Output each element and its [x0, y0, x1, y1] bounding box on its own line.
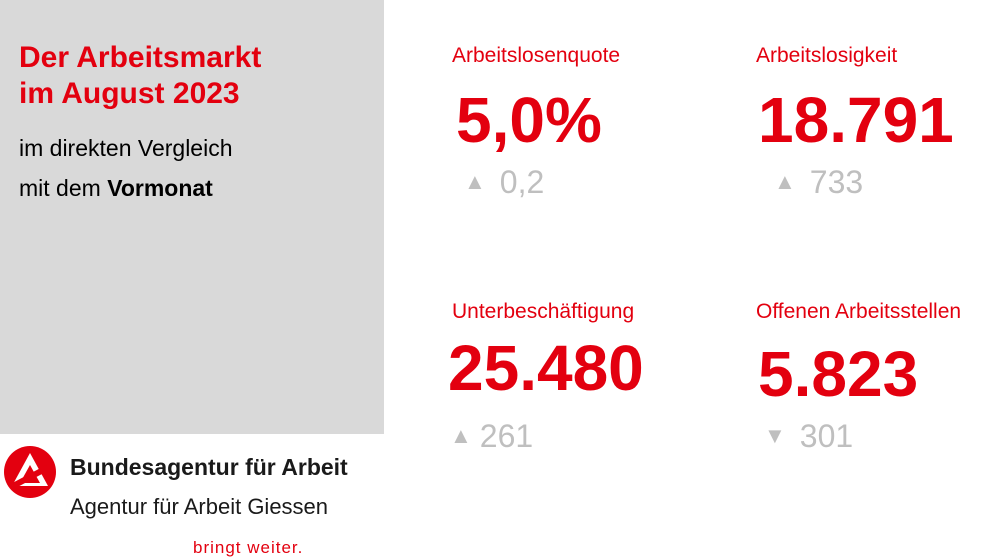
- arrow-down-icon: ▼: [764, 423, 786, 448]
- kpi-label: Arbeitslosenquote: [452, 44, 621, 67]
- kpi-value: 25.480: [448, 332, 644, 404]
- arrow-up-icon: ▲: [464, 169, 486, 194]
- kpi-change-value: 0,2: [499, 164, 545, 200]
- brand-slogan: bringt weiter.: [193, 538, 304, 557]
- subtitle-line-1: im direkten Vergleich: [19, 135, 233, 161]
- subtitle-prefix: mit dem: [19, 175, 108, 201]
- kpi-value: 18.791: [758, 84, 954, 156]
- kpi-label: Offenen Arbeitsstellen: [756, 300, 962, 323]
- kpi-value: 5,0%: [456, 84, 602, 156]
- subtitle-line-2: mit dem Vormonat: [19, 168, 369, 208]
- arrow-up-icon: ▲: [774, 169, 796, 194]
- title-line-2: im August 2023: [19, 77, 240, 110]
- kpi-change-value: 733: [809, 164, 864, 200]
- kpi-change-value: 261: [479, 418, 534, 454]
- kpi-change: ▲ 733: [774, 166, 863, 198]
- brand-block: Bundesagentur für Arbeit Agentur für Arb…: [0, 434, 384, 558]
- page-title: Der Arbeitsmarkt im August 2023: [19, 40, 369, 112]
- bundesagentur-logo-icon: [4, 446, 56, 498]
- kpi-change: ▲ 261: [450, 420, 533, 452]
- kpi-value: 5.823: [758, 338, 919, 410]
- brand-subtitle: Agentur für Arbeit Giessen: [70, 494, 329, 519]
- kpi-label: Arbeitslosigkeit: [756, 44, 898, 67]
- kpi-change: ▲ 0,2: [464, 166, 544, 198]
- subtitle: im direkten Vergleich mit dem Vormonat: [19, 128, 369, 208]
- kpi-change-value: 301: [799, 418, 854, 454]
- subtitle-emphasis: Vormonat: [107, 175, 213, 201]
- intro-panel: Der Arbeitsmarkt im August 2023 im direk…: [0, 0, 384, 434]
- kpi-change: ▼ 301: [764, 420, 853, 452]
- kpi-label: Unterbeschäftigung: [452, 300, 635, 323]
- title-line-1: Der Arbeitsmarkt: [19, 41, 262, 74]
- brand-title: Bundesagentur für Arbeit: [70, 454, 348, 480]
- arrow-up-icon: ▲: [450, 423, 472, 448]
